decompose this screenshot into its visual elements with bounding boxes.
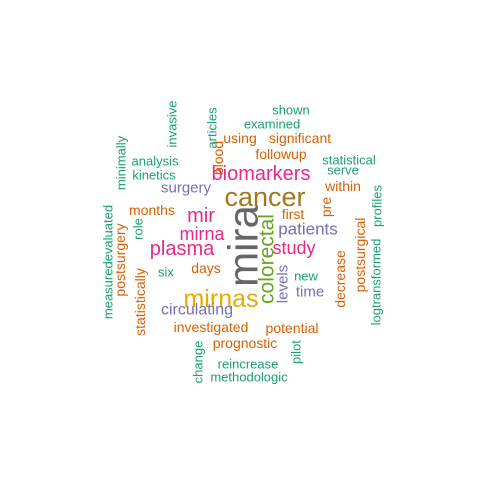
- word-articles: articles: [205, 107, 220, 149]
- word-within: within: [324, 178, 361, 194]
- word-cancer: cancer: [224, 182, 305, 212]
- word-blood: blood: [210, 141, 226, 175]
- word-measuredevaluated: measuredevaluated: [101, 205, 116, 319]
- word-examined: examined: [244, 117, 300, 132]
- word-circulating: circulating: [161, 302, 233, 319]
- word-logtransformed: logtransformed: [369, 239, 384, 326]
- word-change: change: [191, 341, 206, 384]
- word-mirna: mirna: [179, 224, 225, 244]
- word-plasma: plasma: [150, 238, 215, 260]
- word-role: role: [131, 218, 146, 240]
- word-kinetics: kinetics: [132, 168, 176, 183]
- word-postsurgery: postsurgery: [112, 223, 128, 296]
- word-days: days: [191, 260, 221, 276]
- word-shown: shown: [272, 103, 310, 118]
- word-using: using: [223, 130, 256, 146]
- word-time: time: [296, 284, 324, 301]
- word-colorectal: colorectal: [256, 214, 279, 304]
- word-levels: levels: [275, 265, 292, 303]
- word-decrease: decrease: [332, 250, 348, 308]
- word-pilot: pilot: [289, 340, 304, 364]
- word-prognostic: prognostic: [213, 335, 278, 351]
- word-mira: mira: [220, 205, 267, 287]
- word-minimally: minimally: [114, 135, 129, 190]
- word-mirnas: mirnas: [183, 285, 258, 313]
- word-followup: followup: [255, 146, 307, 162]
- word-reincrease: reincrease: [218, 357, 279, 372]
- word-serve: serve: [327, 163, 359, 178]
- word-mir: mir: [187, 205, 215, 227]
- word-methodologic: methodologic: [210, 370, 288, 385]
- word-six: six: [158, 265, 174, 280]
- word-biomarkers: biomarkers: [212, 163, 311, 185]
- word-statistical: statistical: [322, 153, 376, 168]
- word-surgery: surgery: [161, 180, 212, 197]
- word-statistically: statistically: [132, 268, 148, 336]
- word-new: new: [294, 269, 318, 284]
- word-potential: potential: [266, 320, 319, 336]
- word-first: first: [282, 206, 305, 222]
- word-analysis: analysis: [132, 154, 179, 169]
- word-months: months: [129, 202, 175, 218]
- word-significant: significant: [269, 130, 331, 146]
- word-pre: pre: [318, 197, 334, 217]
- word-investigated: investigated: [174, 319, 249, 335]
- word-invasive: invasive: [165, 101, 180, 148]
- word-postsurgical: postsurgical: [352, 218, 368, 293]
- word-study: study: [272, 238, 315, 258]
- word-profiles: profiles: [370, 185, 385, 227]
- word-patients: patients: [278, 220, 338, 239]
